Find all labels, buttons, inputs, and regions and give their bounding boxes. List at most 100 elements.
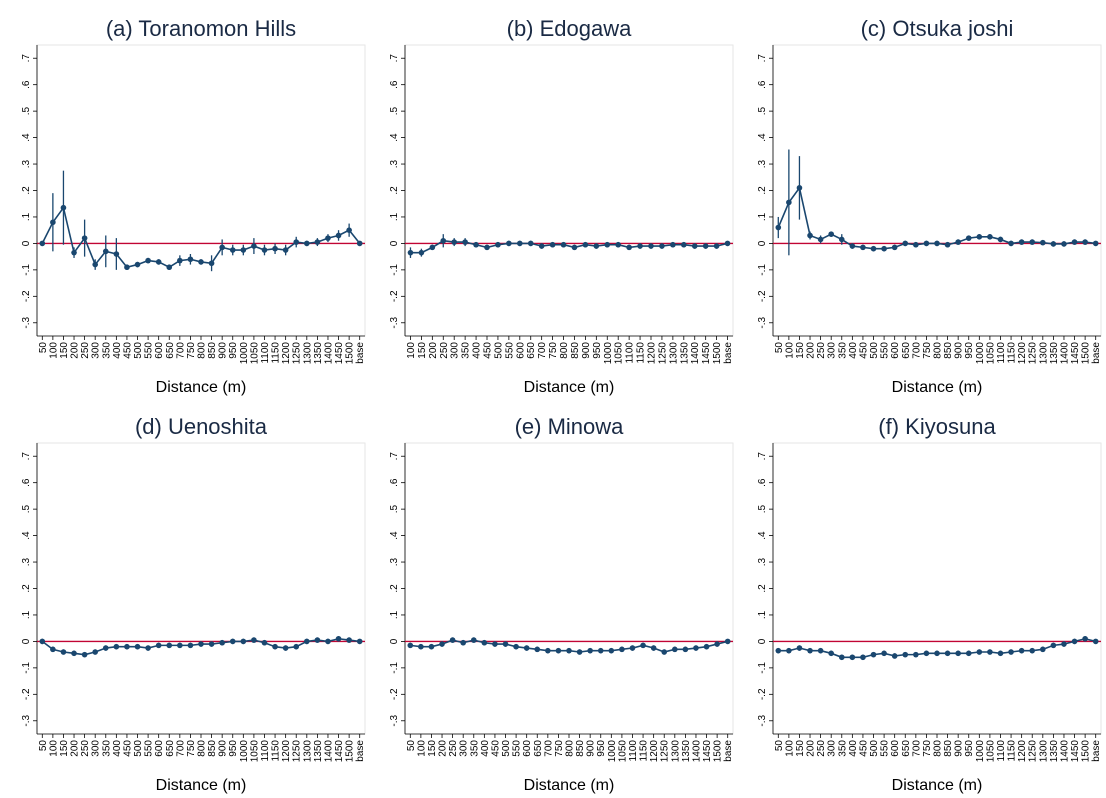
point <box>145 257 151 264</box>
point <box>145 645 151 651</box>
point <box>527 240 534 247</box>
point <box>549 241 556 248</box>
point <box>965 650 972 657</box>
panel-title: (b) Edogawa <box>507 16 633 41</box>
x-tick-label: 550 <box>504 342 515 359</box>
point <box>902 240 909 247</box>
point <box>429 244 436 251</box>
x-tick-label: 850 <box>207 342 218 359</box>
point <box>451 239 458 245</box>
point <box>714 641 720 647</box>
point <box>1018 239 1025 245</box>
x-tick-label: 100 <box>416 740 427 757</box>
point <box>828 231 834 237</box>
point <box>807 232 813 239</box>
point <box>1029 647 1036 654</box>
point <box>102 645 109 651</box>
point <box>582 241 589 248</box>
x-tick-label: 1100 <box>260 342 271 364</box>
x-tick-label: 750 <box>186 342 197 359</box>
x-tick-label: 850 <box>575 740 586 757</box>
x-tick-label: 1250 <box>292 740 303 763</box>
point <box>517 240 523 247</box>
point <box>1061 641 1067 647</box>
x-tick-label: 1100 <box>996 740 1007 762</box>
y-tick-label: .5 <box>21 505 32 514</box>
y-tick-label: 0 <box>21 638 32 644</box>
point <box>650 645 657 651</box>
point <box>1050 642 1057 649</box>
x-tick-label: 850 <box>943 740 954 757</box>
x-tick-label: 1300 <box>670 740 681 763</box>
plot-area <box>404 44 734 337</box>
point <box>703 643 710 650</box>
x-tick-label: 200 <box>806 740 817 757</box>
y-tick-label: .6 <box>389 478 400 487</box>
x-tick-label: 950 <box>964 342 975 359</box>
point <box>513 643 519 650</box>
y-tick-label: .2 <box>757 584 768 593</box>
point <box>659 243 665 249</box>
point <box>702 243 709 249</box>
x-tick-label: base <box>723 740 734 762</box>
x-tick-label: 1000 <box>975 342 986 365</box>
point <box>418 249 425 256</box>
point <box>1050 241 1057 247</box>
x-tick-label: 300 <box>459 740 470 757</box>
point <box>934 650 940 657</box>
x-tick-label: 750 <box>186 740 197 757</box>
x-tick-label: 600 <box>154 342 165 359</box>
x-tick-label: 1450 <box>701 342 712 365</box>
point <box>335 232 342 239</box>
point <box>987 233 993 240</box>
point <box>881 245 887 252</box>
x-tick-label: 1050 <box>985 740 996 763</box>
x-tick-label: 1400 <box>691 740 702 763</box>
x-tick-label: 1300 <box>302 342 313 365</box>
x-tick-label: 400 <box>112 342 123 359</box>
x-tick-label: 500 <box>133 342 144 359</box>
y-tick-label: -.2 <box>757 290 768 302</box>
point <box>251 637 257 643</box>
plot-area <box>772 44 1102 337</box>
x-tick-label: 350 <box>461 342 472 359</box>
panel-title: (a) Toranomon Hills <box>106 16 296 41</box>
x-tick-label: 1250 <box>1028 342 1039 365</box>
point <box>538 243 545 249</box>
x-tick-label: 150 <box>417 342 428 359</box>
point <box>113 251 120 257</box>
y-tick-label: -.1 <box>21 264 32 276</box>
point <box>775 224 782 231</box>
point <box>713 243 720 249</box>
point <box>473 241 479 248</box>
x-tick-label: 450 <box>122 740 133 757</box>
x-tick-label: base <box>1091 342 1102 364</box>
x-tick-label: 800 <box>197 342 208 359</box>
y-tick-label: .4 <box>389 133 400 142</box>
x-tick-label: 250 <box>448 740 459 757</box>
point <box>293 239 300 245</box>
x-tick-label: 1350 <box>313 342 324 365</box>
x-tick-label: 1250 <box>660 740 671 763</box>
point <box>629 645 636 651</box>
x-tick-label: 450 <box>122 342 133 359</box>
point <box>293 643 300 650</box>
x-tick-label: 200 <box>70 342 81 359</box>
y-tick-label: .2 <box>21 186 32 195</box>
x-tick-label: 750 <box>922 740 933 757</box>
point <box>208 260 215 267</box>
x-tick-label: 900 <box>581 342 592 359</box>
point <box>860 244 866 251</box>
x-tick-label: 1450 <box>702 740 713 763</box>
point <box>944 650 951 657</box>
point <box>102 248 109 255</box>
y-tick-label: .1 <box>389 610 400 619</box>
x-tick-label: 1200 <box>647 342 658 365</box>
y-tick-label: .3 <box>389 557 400 566</box>
point <box>555 647 562 654</box>
y-tick-label: .5 <box>389 107 400 116</box>
x-tick-label: 200 <box>70 740 81 757</box>
point <box>495 241 501 248</box>
point <box>155 259 162 265</box>
y-tick-label: 0 <box>757 638 768 644</box>
